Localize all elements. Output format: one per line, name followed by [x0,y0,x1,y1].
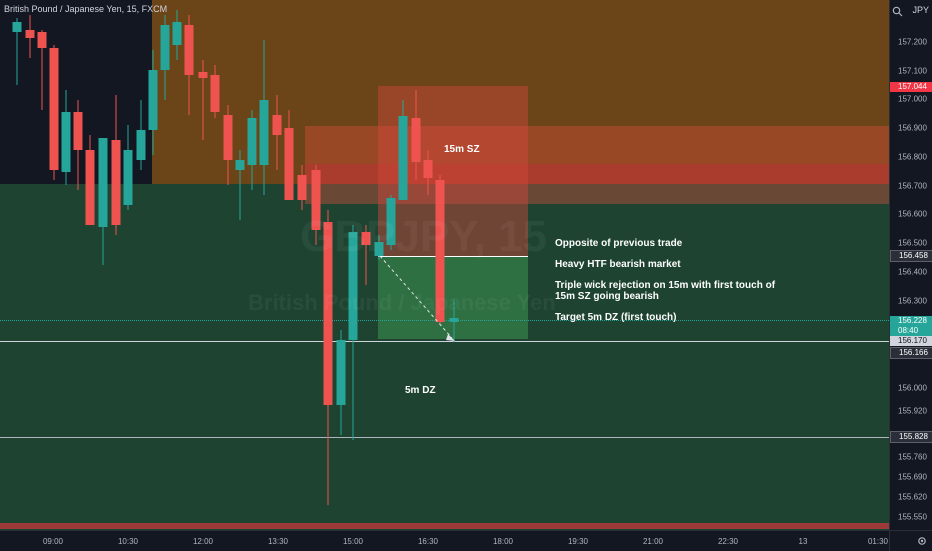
trade-notes: Opposite of previous trade Heavy HTF bea… [555,238,795,333]
entry-line [378,256,528,257]
bearish-candle [297,165,307,210]
price-tick: 157.100 [898,66,927,76]
bullish-candle [98,138,108,265]
bearish-candle [73,100,83,190]
bearish-candle [272,95,282,170]
bearish-candle [323,210,333,505]
take-profit-box [378,256,528,339]
bullish-candle [160,15,170,100]
time-tick: 21:00 [642,537,664,546]
price-tick: 156.500 [898,238,927,248]
bearish-candle [311,165,321,245]
price-badge-target: 156.170 [890,336,932,346]
demand-line [0,437,889,438]
time-tick: 01:30 [867,537,889,546]
bullish-candle [61,90,71,185]
price-tick: 155.620 [898,492,927,502]
bullish-candle [386,195,396,250]
arrow-head-icon [446,334,455,341]
watermark-symbol: GBPJPY, 15 [300,212,548,261]
bearish-candle [49,45,59,180]
bearish-candle [198,60,208,140]
bearish-candle [223,105,233,185]
search-icon[interactable] [892,6,903,17]
price-tick: 157.200 [898,37,927,47]
time-tick: 15:00 [342,537,364,546]
price-axis[interactable]: JPY 157.200 157.100 157.000 156.900 156.… [889,0,932,530]
bearish-candle [435,175,445,325]
bearish-candle [210,65,220,118]
bullish-candle [398,100,408,200]
axis-corner [889,530,932,551]
time-tick: 16:30 [417,537,439,546]
countdown-label: 08:40 [898,326,919,335]
time-tick: 22:30 [717,537,739,546]
bullish-candle [172,10,182,60]
demand-zone-label: 5m DZ [405,385,436,396]
gear-icon[interactable] [917,536,927,546]
projection-line [379,255,453,339]
bearish-candle [25,15,35,58]
time-tick: 18:00 [492,537,514,546]
note-line: Target 5m DZ (first touch) [555,312,677,323]
watermark-name: British Pound / Japanese Yen [248,290,556,315]
target-line [0,341,889,342]
bullish-candle [136,100,146,170]
price-tick: 155.760 [898,452,927,462]
price-badge-last: 156.228 08:40 [890,316,932,336]
time-axis[interactable]: 09:00 10:30 12:00 13:30 15:00 16:30 18:0… [0,530,889,551]
price-tick: 155.920 [898,406,927,416]
bullish-candle [148,50,158,155]
price-tick: 156.600 [898,209,927,219]
bullish-candle [235,150,245,220]
supply-zone-15m-core [305,164,889,184]
price-badge-line: 156.166 [890,347,932,359]
price-badge-demand: 155.828 [890,431,932,443]
time-tick: 12:00 [192,537,214,546]
price-tick: 156.400 [898,267,927,277]
time-tick: 13 [798,537,808,546]
bullish-candle [336,330,346,435]
bearish-candle [184,15,194,115]
bullish-candle [12,18,22,85]
bearish-candle [423,150,433,195]
price-badge-entry: 156.458 [890,250,932,262]
supply-zone-label: 15m SZ [444,144,480,155]
note-line: Heavy HTF bearish market [555,259,681,270]
bearish-candle [361,225,371,285]
price-tick: 156.700 [898,181,927,191]
price-tick: 156.800 [898,152,927,162]
price-tick: 156.000 [898,383,927,393]
time-tick: 19:30 [567,537,589,546]
bearish-candle [85,135,95,225]
price-tick: 156.300 [898,296,927,306]
last-price-label: 156.228 [898,316,927,325]
bullish-candle [449,300,459,342]
note-line: Opposite of previous trade [555,238,683,249]
note-line: Triple wick rejection on 15m with first … [555,280,776,302]
bullish-candle [123,125,133,210]
bullish-candle [374,235,384,260]
price-tick: 157.000 [898,94,927,104]
htf-supply-zone [152,0,889,184]
price-tick: 155.690 [898,472,927,482]
symbol-label[interactable]: British Pound / Japanese Yen, 15, FXCM [4,4,168,14]
price-tick: 155.550 [898,512,927,522]
bearish-candle [284,110,294,200]
chart-area[interactable]: GBPJPY, 15 British Pound / Japanese Yen … [0,0,889,530]
bullish-candle [247,110,257,190]
time-tick: 13:30 [267,537,289,546]
bullish-candle [259,40,269,195]
price-badge-current-high: 157.044 [890,82,932,92]
price-tick: 156.900 [898,123,927,133]
bearish-candle [37,30,47,110]
bullish-candle [348,225,358,440]
bottom-zone-strip [0,523,889,529]
candlestick-series [12,10,459,505]
time-tick: 09:00 [42,537,64,546]
bearish-candle [111,95,121,235]
time-tick: 10:30 [117,537,139,546]
currency-label: JPY [912,5,929,15]
bearish-candle [411,90,421,180]
